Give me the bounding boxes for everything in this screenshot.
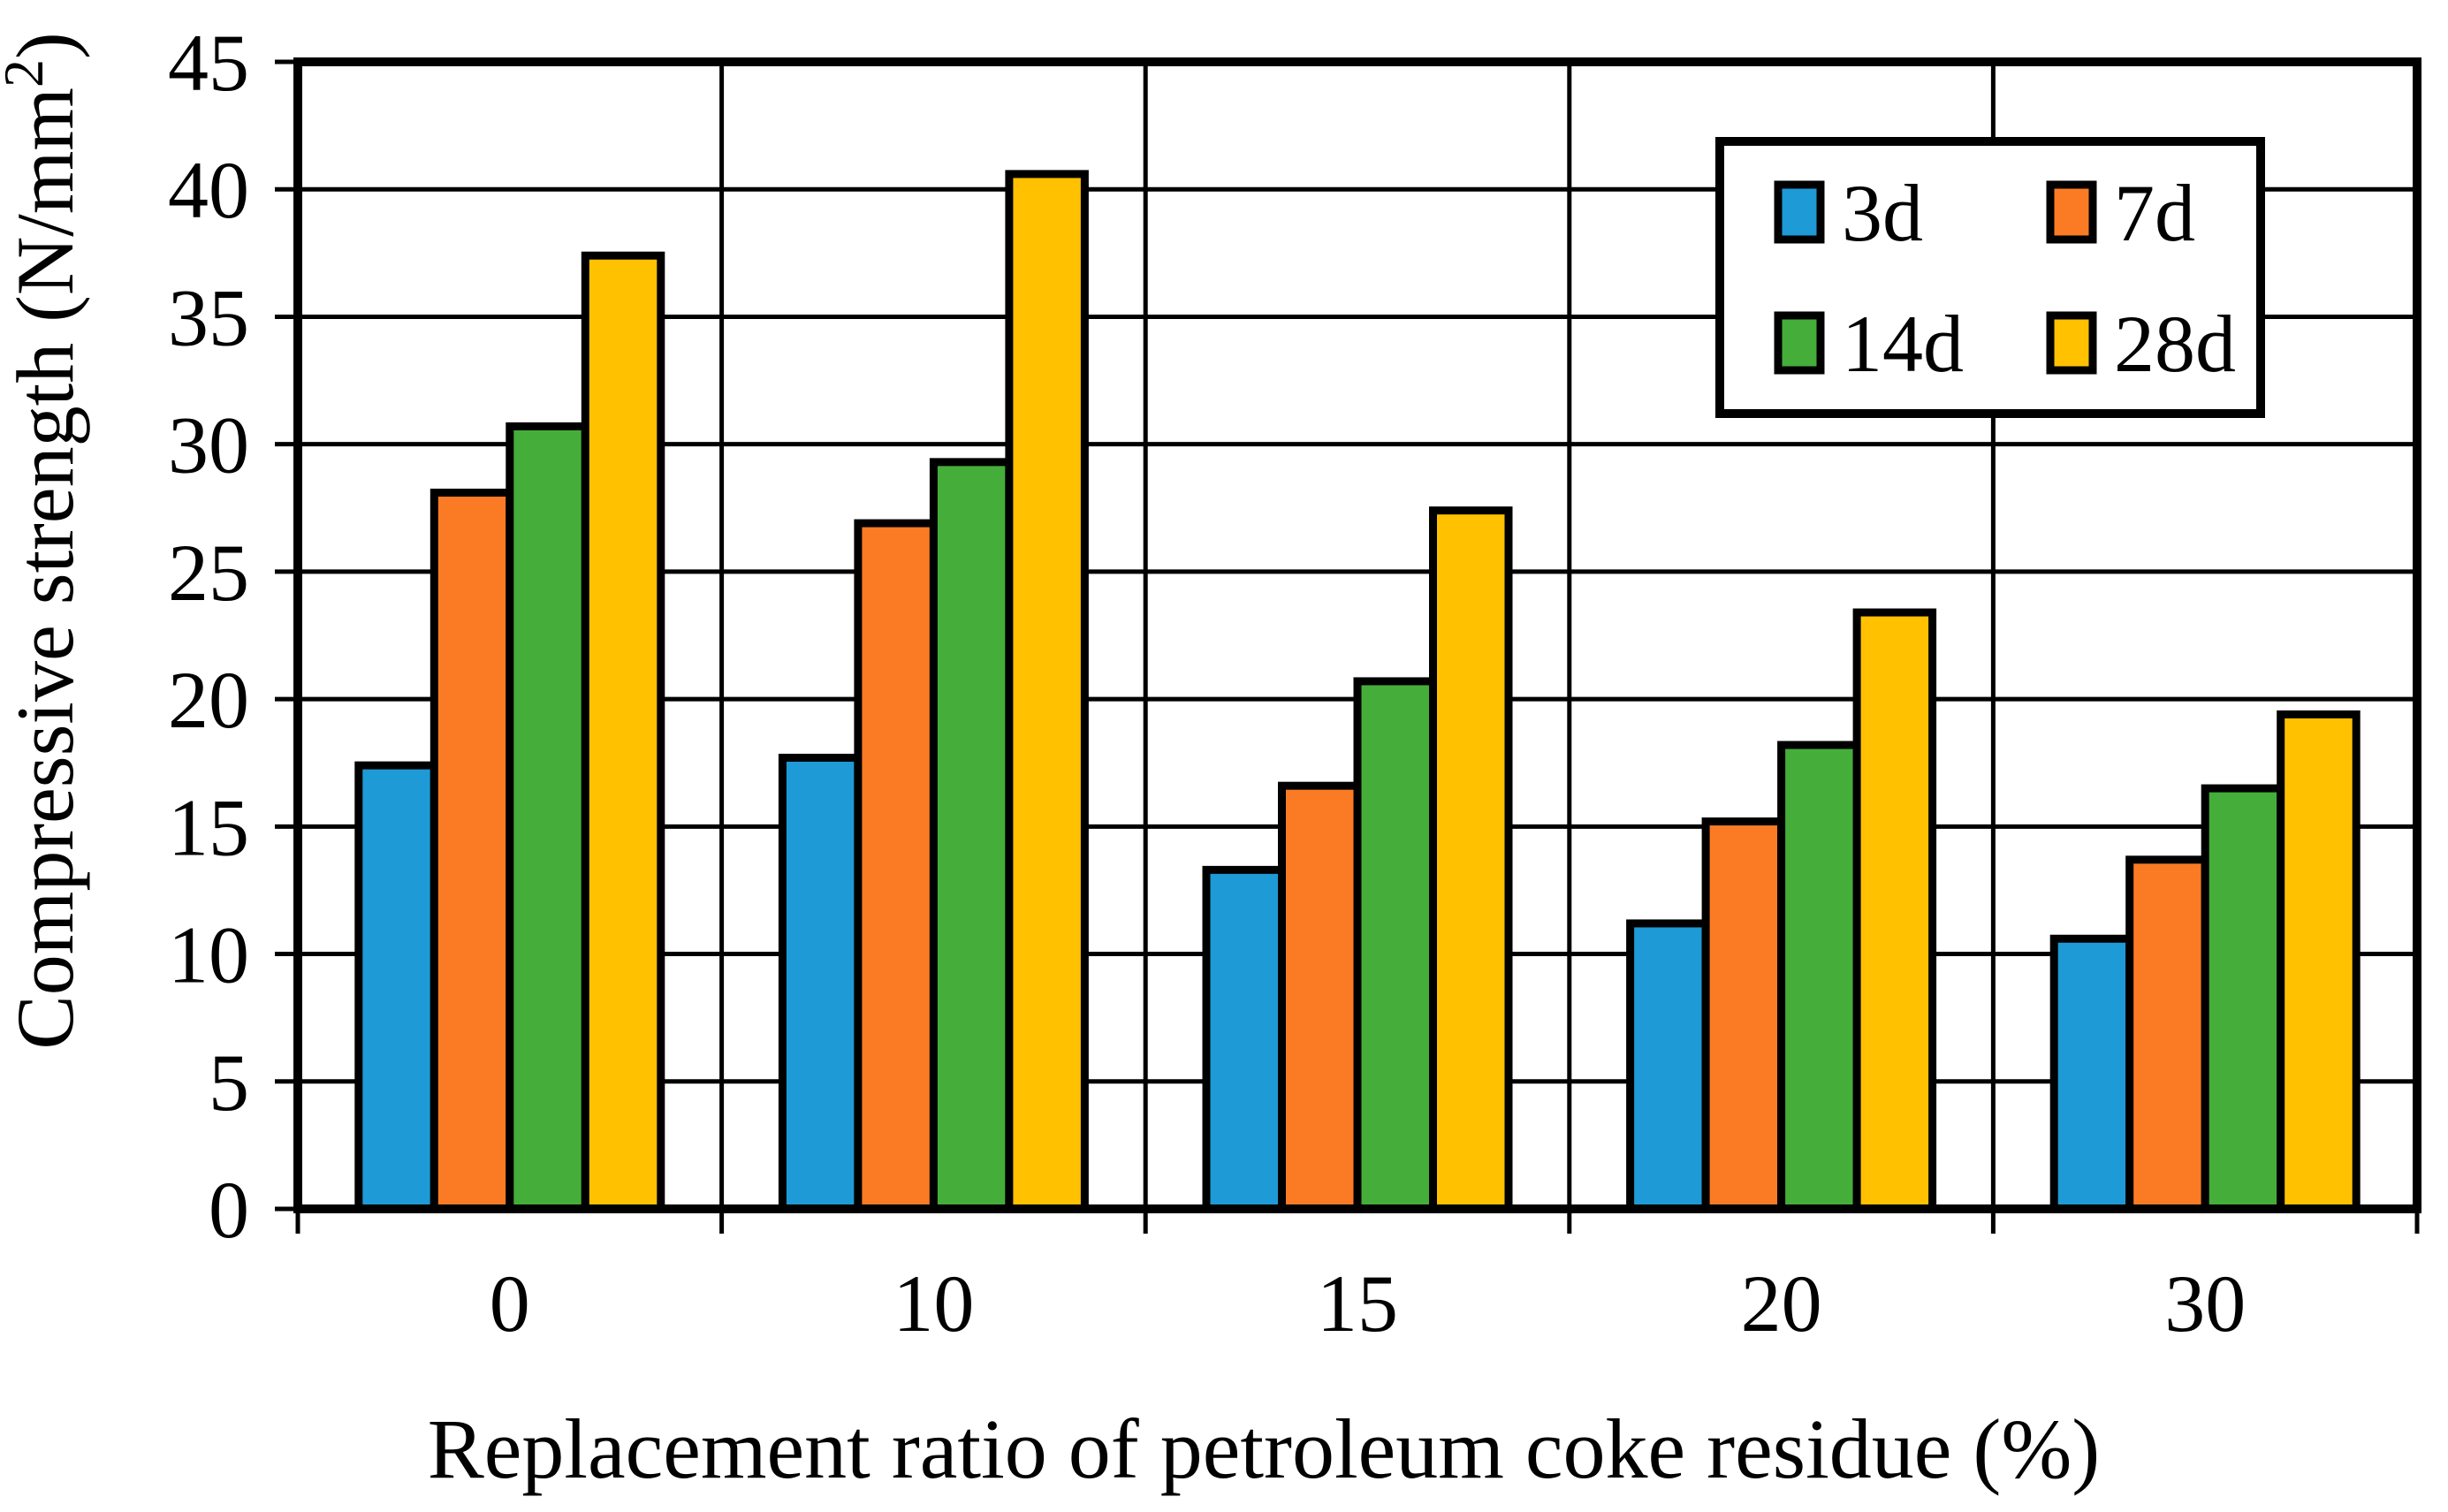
x-tick-label: 10 (893, 1258, 974, 1349)
y-tick-label: 15 (168, 782, 249, 872)
bar-14d-15 (1353, 677, 1437, 1213)
bar-28d-15 (1429, 506, 1513, 1213)
y-tick-label: 20 (168, 655, 249, 745)
legend-label-7d: 7d (2114, 168, 2195, 258)
x-tick-labels: 0 10 15 20 30 (490, 1258, 2246, 1349)
y-tick-label: 0 (209, 1165, 249, 1255)
legend-swatch-7d (2046, 180, 2097, 244)
bar-28d-30 (2277, 710, 2361, 1213)
legend: 3d 7d 14d 28d (1715, 137, 2265, 418)
bar-7d-30 (2125, 855, 2209, 1213)
plot-border (293, 57, 2421, 1213)
y-tick-label: 30 (168, 400, 249, 490)
x-tick-label: 30 (2164, 1258, 2246, 1349)
legend-swatch-14d (1774, 311, 1825, 375)
axis-ticks (275, 59, 2420, 1234)
bar-14d-0 (506, 422, 589, 1213)
bar-3d-20 (1626, 919, 1710, 1213)
bar-14d-20 (1777, 741, 1861, 1213)
x-axis-title: Replacement ratio of petroleum coke resi… (428, 1402, 2101, 1496)
bar-7d-20 (1701, 817, 1786, 1213)
y-tick-label: 5 (209, 1037, 249, 1128)
bar-28d-0 (581, 251, 665, 1213)
bar-28d-20 (1852, 608, 1937, 1213)
y-axis-title-superscript: 2 (0, 59, 55, 87)
bar-14d-10 (929, 458, 1014, 1213)
y-tick-label: 40 (168, 145, 249, 235)
legend-label-3d: 3d (1842, 168, 1923, 258)
bar-7d-10 (854, 519, 938, 1213)
bar-3d-10 (778, 753, 863, 1213)
bars (354, 170, 2361, 1213)
y-tick-label: 45 (168, 18, 249, 108)
legend-label-14d: 14d (1842, 299, 1964, 389)
bar-3d-15 (1202, 865, 1286, 1213)
bar-14d-30 (2201, 784, 2285, 1213)
y-tick-label: 10 (168, 910, 249, 1000)
legend-swatch-3d (1774, 180, 1825, 244)
legend-swatch-28d (2046, 311, 2097, 375)
x-tick-label: 20 (1741, 1258, 1822, 1349)
x-tick-label: 15 (1317, 1258, 1398, 1349)
bar-3d-30 (2049, 934, 2134, 1213)
bar-28d-10 (1005, 170, 1089, 1213)
y-tick-label: 35 (168, 272, 249, 362)
y-axis-title: Compressive strength (N/mm2) (0, 32, 90, 1049)
x-tick-label: 0 (490, 1258, 530, 1349)
y-tick-labels: 0 5 10 15 20 25 30 35 40 45 (168, 18, 249, 1255)
bar-7d-0 (430, 488, 514, 1213)
y-axis-title-close: ) (0, 32, 90, 59)
legend-label-28d: 28d (2114, 299, 2236, 389)
y-axis-title-main: Compressive strength (N/mm (0, 87, 90, 1050)
bar-7d-15 (1278, 781, 1362, 1213)
bar-3d-0 (354, 761, 438, 1213)
y-tick-label: 25 (168, 528, 249, 618)
